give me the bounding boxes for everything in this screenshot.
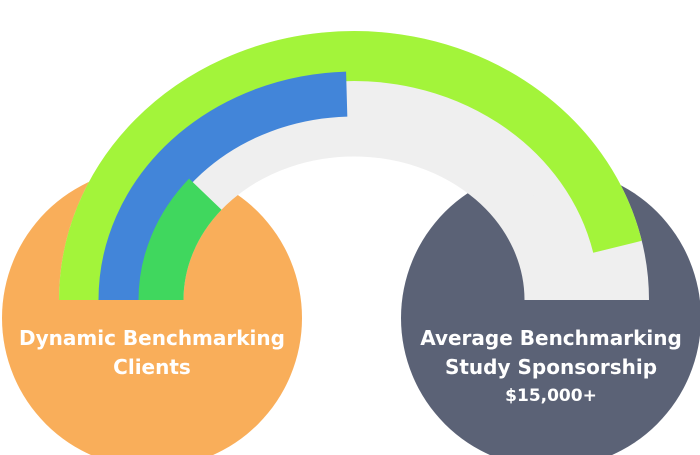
middle-arc-fill [98,71,348,301]
left-circle-label-line1: Dynamic Benchmarking [19,326,285,350]
right-circle-label-line1: Average Benchmarking [420,326,682,350]
inner-arc-fill [138,178,222,301]
left-circle-label-line2: Clients [113,355,191,379]
outer-arc-fill [59,31,642,301]
right-circle-label-line2: Study Sponsorship [445,355,657,379]
right-circle-amount: $15,000+ [505,386,597,406]
